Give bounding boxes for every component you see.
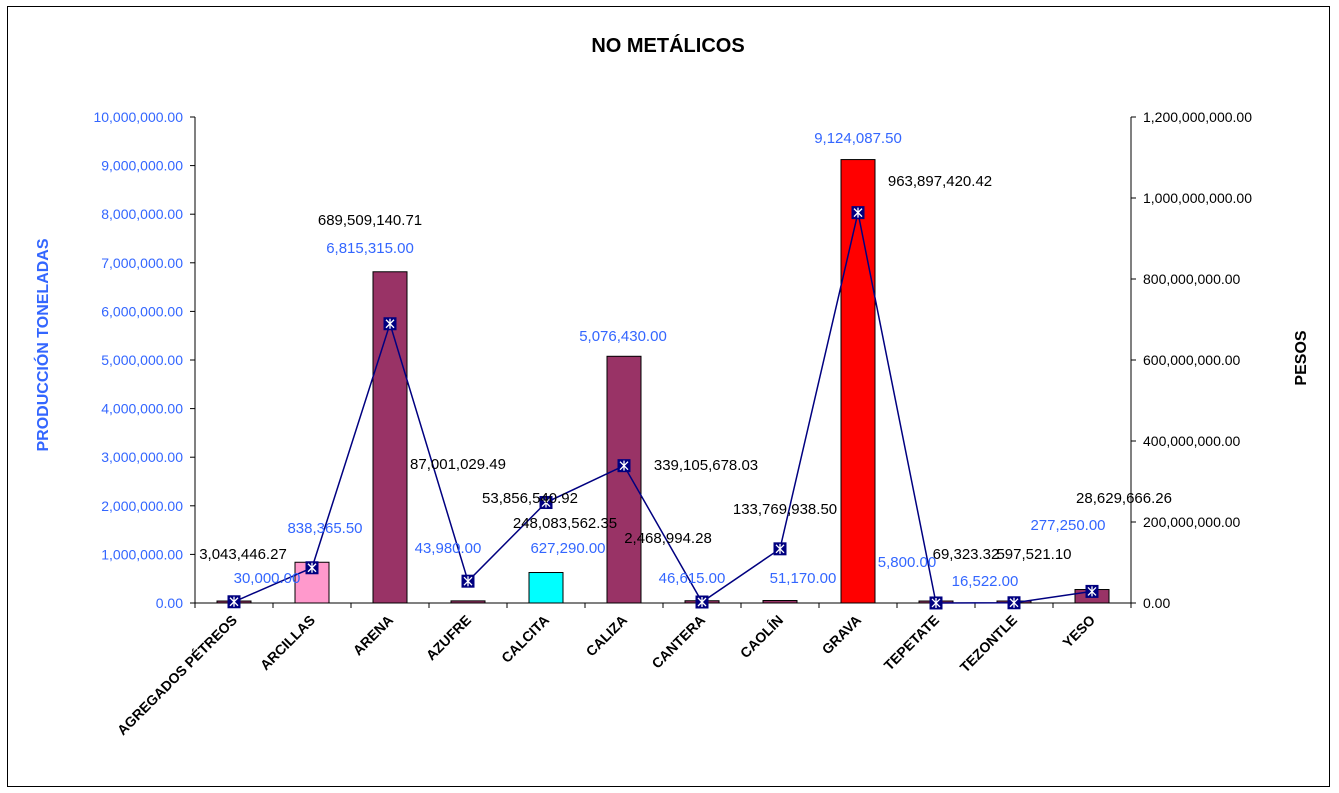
x-tick-label: TEPETATE (881, 612, 943, 674)
y2-tick-label: 200,000,000.00 (1143, 514, 1241, 530)
y-tick-label: 6,000,000.00 (101, 303, 183, 319)
bar (528, 572, 564, 604)
y2-axis-label: PESOS (1293, 330, 1310, 385)
x-tick-label: AZUFRE (423, 612, 474, 663)
x-tick-label: TEZONTLE (957, 612, 1021, 676)
line-series (227, 206, 1099, 610)
y2-tick-label: 600,000,000.00 (1143, 352, 1241, 368)
line-data-label: 87,001,029.49 (410, 456, 506, 473)
x-tick-label: ARENA (350, 612, 397, 659)
bar-data-label: 30,000.00 (234, 570, 301, 587)
line-data-label: 689,509,140.71 (318, 212, 422, 229)
line-point (539, 496, 553, 510)
axes: 0.00 1,000,000.00 2,000,000.00 3,000,000.00… (93, 109, 1252, 738)
line-point (461, 574, 475, 588)
line-data-label: 597,521.10 (996, 546, 1071, 563)
bar-data-label: 627,290.00 (530, 540, 605, 557)
line-data-label: 53,856,540.92 (482, 490, 578, 507)
x-tick-label: CALIZA (583, 612, 631, 660)
y-tick-label: 2,000,000.00 (101, 498, 183, 514)
bar-data-label: 9,124,087.50 (814, 130, 902, 147)
x-tick-label: AGREGADOS PÉTREOS (114, 612, 240, 738)
line-data-label: 3,043,446.27 (199, 546, 287, 563)
bar (840, 159, 876, 604)
x-tick-label: CALCITA (498, 612, 552, 666)
line-data-label: 339,105,678.03 (654, 457, 758, 474)
line-data-label: 963,897,420.42 (888, 173, 992, 190)
x-tick-label: CANTERA (648, 612, 708, 672)
line-data-label: 28,629,666.26 (1076, 490, 1172, 507)
line-data-label: 2,468,994.28 (624, 530, 712, 547)
data-labels: 30,000.00 838,365.50 6,815,315.00 43,980.00… (199, 130, 1172, 590)
line-point (851, 206, 865, 220)
line-point (227, 595, 241, 609)
line-data-label: 133,769,938.50 (733, 501, 837, 518)
y2-tick-label: 1,200,000,000.00 (1143, 109, 1252, 125)
line-point (617, 459, 631, 473)
y-axis-label: PRODUCCIÓN TONELADAS (33, 238, 52, 451)
bar (450, 600, 486, 604)
y-tick-label: 10,000,000.00 (93, 109, 183, 125)
chart-frame (7, 6, 1330, 787)
bar-data-label: 51,170.00 (770, 570, 837, 587)
x-tick-label: ARCILLAS (257, 612, 318, 673)
y-tick-label: 5,000,000.00 (101, 352, 183, 368)
bar-data-label: 6,815,315.00 (326, 240, 414, 257)
line-point (695, 595, 709, 609)
bar-data-label: 5,076,430.00 (579, 328, 667, 345)
bar-data-label: 5,800.00 (878, 554, 936, 571)
bar (606, 355, 642, 604)
bar-data-label: 43,980.00 (415, 540, 482, 557)
x-tick-label: YESO (1059, 612, 1098, 651)
line-data-label: 248,083,562.35 (513, 515, 617, 532)
y2-tick-label: 1,000,000,000.00 (1143, 190, 1252, 206)
y2-tick-label: 0.00 (1143, 595, 1170, 611)
y2-tick-label: 800,000,000.00 (1143, 271, 1241, 287)
bar (762, 600, 798, 604)
line-data-label: 69,323.32 (933, 546, 1000, 563)
bar-data-label: 16,522.00 (952, 573, 1019, 590)
bar-data-label: 277,250.00 (1030, 517, 1105, 534)
line-point (1007, 596, 1021, 610)
x-tick-label: CAOLÍN (737, 612, 786, 661)
line-point (773, 542, 787, 556)
series-line (233, 212, 1093, 604)
line-point (383, 317, 397, 331)
y-tick-label: 9,000,000.00 (101, 158, 183, 174)
y-tick-label: 0.00 (156, 595, 183, 611)
y-tick-label: 8,000,000.00 (101, 206, 183, 222)
y-tick-label: 4,000,000.00 (101, 401, 183, 417)
bars (216, 159, 1110, 604)
bar-data-label: 46,615.00 (659, 570, 726, 587)
y-tick-label: 1,000,000.00 (101, 546, 183, 562)
chart-title: NO METÁLICOS (591, 34, 744, 57)
y-tick-label: 3,000,000.00 (101, 449, 183, 465)
line-point (305, 561, 319, 575)
y-tick-label: 7,000,000.00 (101, 255, 183, 271)
bar-data-label: 838,365.50 (287, 520, 362, 537)
line-point (929, 596, 943, 610)
line-point (1085, 584, 1099, 598)
x-tick-label: GRAVA (819, 612, 865, 658)
y2-tick-label: 400,000,000.00 (1143, 433, 1241, 449)
